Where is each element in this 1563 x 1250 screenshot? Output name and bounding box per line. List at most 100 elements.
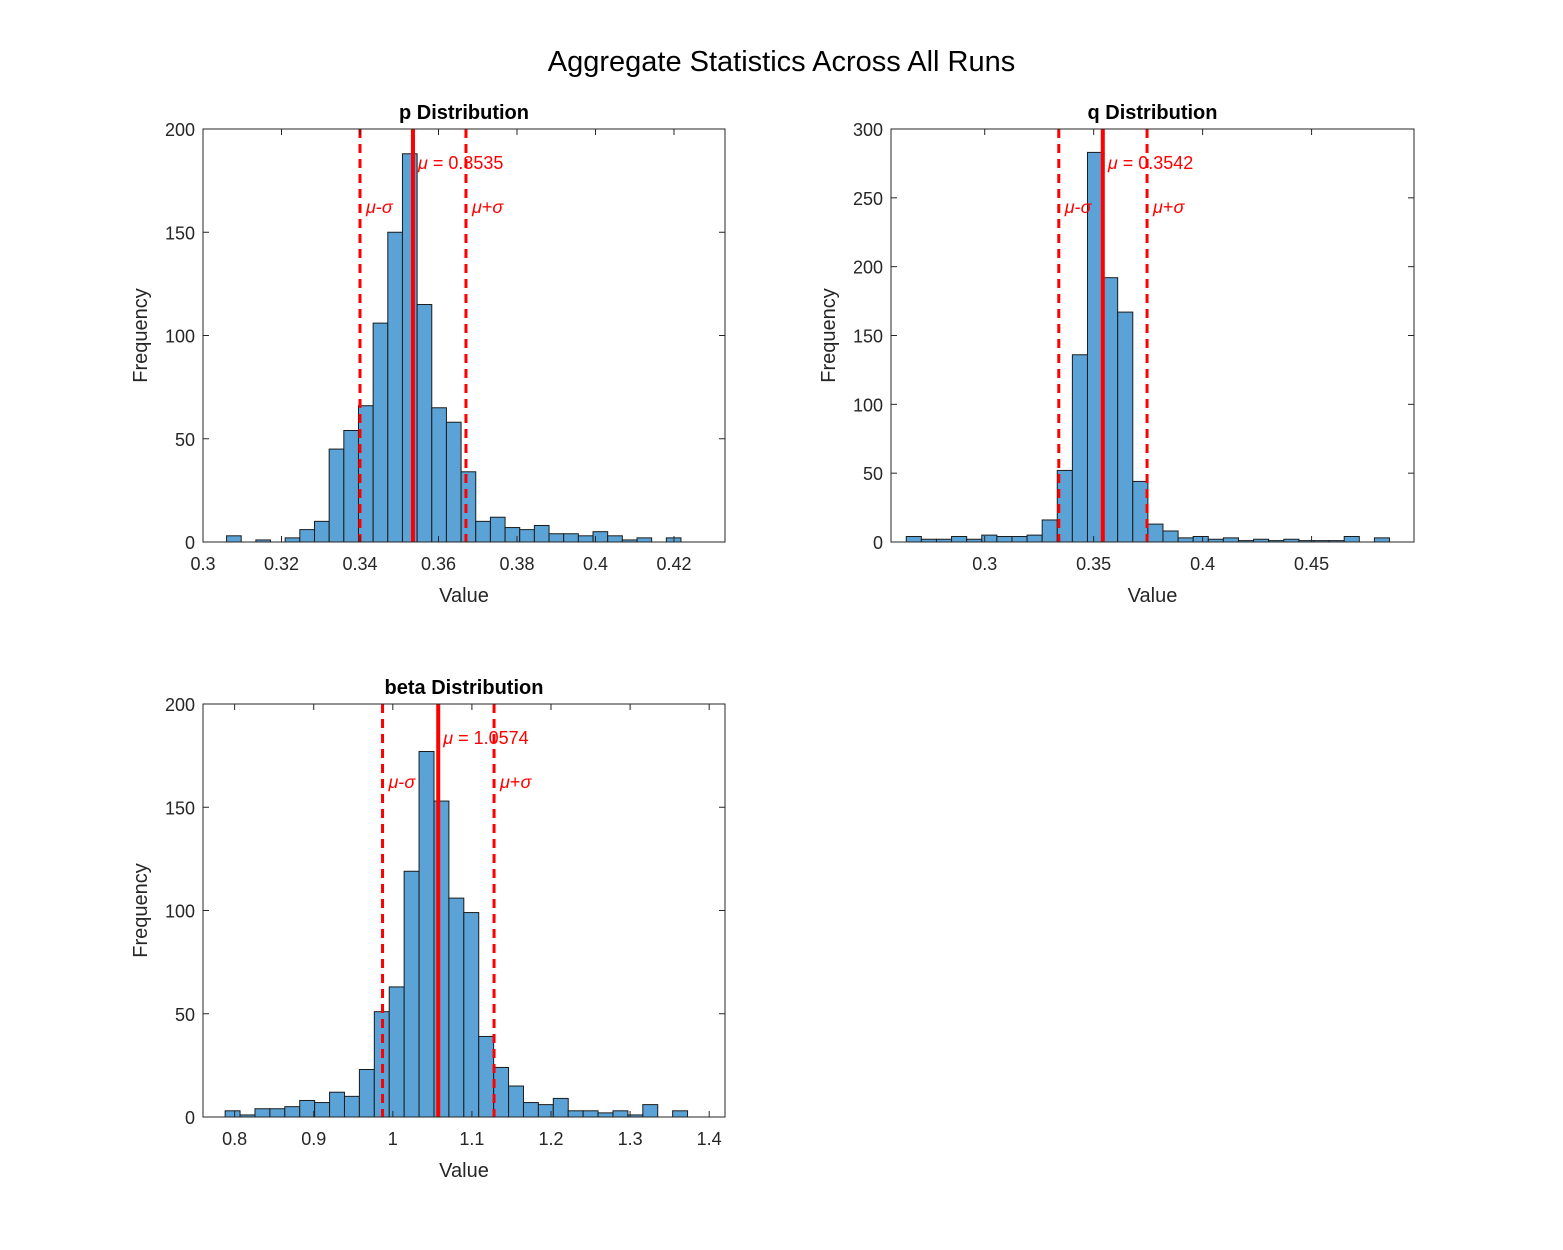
histogram-bar <box>522 1102 539 1118</box>
mean-annotation: μ = 0.3542 <box>1107 153 1193 173</box>
histogram-bar <box>372 322 389 543</box>
histogram-bar <box>612 1110 629 1118</box>
x-tick-label: 0.38 <box>499 554 534 574</box>
histogram-bar <box>226 535 242 543</box>
histogram-bar <box>1373 537 1391 543</box>
mu-minus-sigma-label: μ-σ <box>365 197 394 217</box>
mean-annotation: μ = 1.0574 <box>442 728 528 748</box>
histogram-bar <box>445 421 462 543</box>
histogram-bar <box>416 304 433 543</box>
y-tick-label: 0 <box>873 533 883 553</box>
x-tick-label: 0.4 <box>583 554 608 574</box>
mean-annotation: μ = 0.3535 <box>417 153 503 173</box>
histogram-bar <box>328 448 345 543</box>
x-tick-label: 0.35 <box>1076 554 1111 574</box>
y-tick-label: 100 <box>165 902 195 922</box>
histogram-bar <box>493 1066 510 1118</box>
histogram-bar <box>269 1108 286 1118</box>
y-tick-label: 300 <box>853 120 883 140</box>
subplot-beta: μ = 1.0574 μ-σ μ+σ 0.8 0.9 1 1.1 1.2 1.3 1.4 0 50 10… <box>130 677 726 1182</box>
histogram-bar <box>478 1035 495 1118</box>
histogram-bar <box>996 535 1013 543</box>
x-tick-label: 0.8 <box>222 1129 247 1149</box>
y-axis-label: Frequency <box>818 288 840 383</box>
histogram-bar <box>387 231 403 543</box>
subplot-title: beta Distribution <box>385 677 544 699</box>
y-tick-label: 150 <box>853 327 883 347</box>
y-tick-label: 200 <box>165 120 195 140</box>
histogram-bar <box>533 524 550 543</box>
histogram-bar <box>607 535 623 543</box>
x-axis-label: Value <box>439 1160 489 1182</box>
mu-plus-sigma-label: μ+σ <box>471 197 504 217</box>
histogram-bar <box>1177 537 1194 543</box>
histogram-bar <box>329 1091 345 1118</box>
histogram-bar <box>1147 523 1164 543</box>
y-tick-label: 250 <box>853 189 883 209</box>
histogram-bar <box>475 520 491 543</box>
y-tick-label: 200 <box>853 258 883 278</box>
histogram-bar <box>284 1106 301 1118</box>
x-tick-label: 0.45 <box>1294 554 1329 574</box>
histogram-bar <box>642 1104 659 1118</box>
histogram-bar <box>460 471 477 543</box>
y-tick-label: 150 <box>165 798 195 818</box>
x-tick-label: 1 <box>388 1129 398 1149</box>
histogram-bar <box>463 912 480 1118</box>
histogram-bar <box>433 800 450 1118</box>
histogram-bar <box>981 534 998 543</box>
histogram-bar <box>448 897 465 1118</box>
histogram-bar <box>504 527 521 543</box>
histogram-bar <box>577 535 594 543</box>
histogram-bar <box>358 1069 375 1118</box>
histogram-bar <box>951 535 968 543</box>
y-tick-label: 50 <box>175 430 195 450</box>
histogram-bar <box>1117 311 1134 543</box>
x-tick-label: 0.3 <box>190 554 215 574</box>
subplot-title: q Distribution <box>1088 102 1218 124</box>
histogram-bar <box>299 529 316 543</box>
histogram-bar <box>1162 530 1179 543</box>
x-tick-label: 0.36 <box>421 554 456 574</box>
x-tick-label: 0.42 <box>656 554 691 574</box>
x-tick-label: 0.4 <box>1190 554 1215 574</box>
histogram-bar <box>314 1102 331 1118</box>
x-axis-label: Value <box>1128 585 1178 607</box>
subplot-p: μ = 0.3535 μ-σ μ+σ 0.3 0.32 0.34 0.36 0.38 0.4 0.… <box>130 102 726 607</box>
x-tick-label: 1.4 <box>697 1129 722 1149</box>
subplot-title: p Distribution <box>399 102 529 124</box>
histogram-bar <box>672 1110 689 1118</box>
plot-area <box>891 129 1414 542</box>
histogram-bar <box>418 750 435 1118</box>
histogram-bar <box>582 1110 599 1118</box>
x-tick-label: 1.1 <box>459 1129 484 1149</box>
mu-plus-sigma-label: μ+σ <box>1152 197 1185 217</box>
y-tick-label: 200 <box>165 695 195 715</box>
figure-title: Aggregate Statistics Across All Runs <box>547 46 1016 78</box>
histogram-bar <box>1343 535 1360 543</box>
x-tick-label: 0.34 <box>342 554 377 574</box>
x-tick-label: 0.9 <box>301 1129 326 1149</box>
histogram-bar <box>343 429 359 543</box>
y-tick-label: 50 <box>863 464 883 484</box>
histogram-bar <box>905 535 922 543</box>
histogram-bar <box>254 1108 271 1118</box>
histogram-bar <box>563 533 579 543</box>
y-tick-label: 100 <box>165 327 195 347</box>
histogram-bar <box>403 870 420 1118</box>
y-tick-label: 0 <box>185 1108 195 1128</box>
histogram-bar <box>508 1085 524 1118</box>
y-tick-label: 0 <box>185 533 195 553</box>
histogram-bar <box>548 533 565 543</box>
mu-plus-sigma-label: μ+σ <box>499 772 532 792</box>
y-tick-label: 150 <box>165 223 195 243</box>
histogram-bar <box>1192 535 1209 543</box>
histogram-bar <box>1026 534 1043 543</box>
x-tick-label: 0.3 <box>972 554 997 574</box>
histogram-bar <box>1011 535 1028 543</box>
x-tick-label: 0.32 <box>264 554 299 574</box>
histogram-bar <box>314 520 330 543</box>
mu-minus-sigma-label: μ-σ <box>388 772 417 792</box>
y-axis-label: Frequency <box>130 288 152 383</box>
